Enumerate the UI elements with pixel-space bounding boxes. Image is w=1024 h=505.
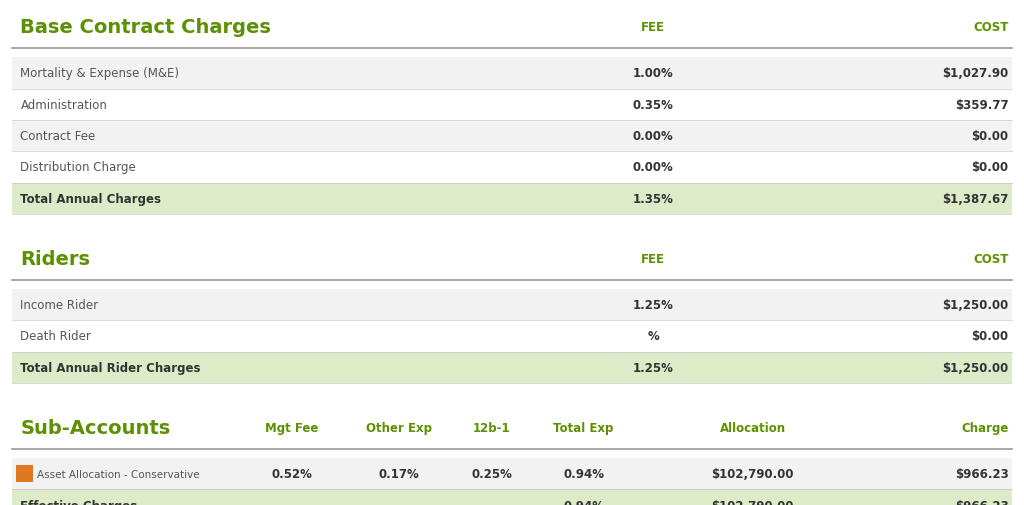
Text: Total Annual Rider Charges: Total Annual Rider Charges [20,361,201,374]
Bar [12,8,1012,49]
Text: Asset Allocation - Conservative: Asset Allocation - Conservative [37,469,200,479]
Bar [12,489,1012,505]
Text: $359.77: $359.77 [955,98,1009,112]
Text: FEE: FEE [641,21,666,34]
Bar [12,121,1012,152]
Text: 0.94%: 0.94% [563,467,604,480]
Text: Sub-Accounts: Sub-Accounts [20,418,171,437]
Text: $1,250.00: $1,250.00 [942,298,1009,312]
Text: Death Rider: Death Rider [20,330,91,343]
Text: 0.00%: 0.00% [633,130,674,143]
Text: 0.35%: 0.35% [633,98,674,112]
Text: 1.25%: 1.25% [633,298,674,312]
Text: 1.00%: 1.00% [633,67,674,80]
Bar [12,408,1012,449]
Text: FEE: FEE [641,252,666,265]
Text: %: % [647,330,659,343]
Text: $102,790.00: $102,790.00 [712,498,794,505]
Bar [12,239,1012,280]
Text: Administration: Administration [20,98,108,112]
Text: 0.00%: 0.00% [633,161,674,174]
Text: 0.25%: 0.25% [471,467,512,480]
Text: 0.17%: 0.17% [379,467,420,480]
Text: 0.52%: 0.52% [271,467,312,480]
Text: Charge: Charge [962,421,1009,434]
Bar [12,321,1012,352]
Text: $1,387.67: $1,387.67 [942,192,1009,206]
Bar [12,183,1012,215]
Text: 1.35%: 1.35% [633,192,674,206]
Bar [12,280,1012,289]
Text: Allocation: Allocation [720,421,785,434]
Text: Income Rider: Income Rider [20,298,98,312]
Text: Base Contract Charges: Base Contract Charges [20,18,271,37]
Text: Distribution Charge: Distribution Charge [20,161,136,174]
Bar [16,465,33,482]
Bar [12,58,1012,89]
Text: 0.94%: 0.94% [563,498,604,505]
Text: $966.23: $966.23 [955,498,1009,505]
Text: Effective Charges: Effective Charges [20,498,138,505]
Text: $966.23: $966.23 [955,467,1009,480]
Text: $0.00: $0.00 [972,161,1009,174]
Text: COST: COST [973,21,1009,34]
Text: $0.00: $0.00 [972,130,1009,143]
Bar [12,89,1012,121]
Text: $0.00: $0.00 [972,330,1009,343]
Text: Mgt Fee: Mgt Fee [265,421,318,434]
Bar [12,49,1012,58]
Text: Contract Fee: Contract Fee [20,130,95,143]
Bar [12,352,1012,383]
Bar [12,152,1012,183]
Text: Total Annual Charges: Total Annual Charges [20,192,162,206]
Text: COST: COST [973,252,1009,265]
Text: $102,790.00: $102,790.00 [712,467,794,480]
Text: Total Exp: Total Exp [554,421,613,434]
Text: Riders: Riders [20,249,90,268]
Text: $1,027.90: $1,027.90 [942,67,1009,80]
Text: 1.25%: 1.25% [633,361,674,374]
Bar [12,458,1012,489]
Text: Other Exp: Other Exp [367,421,432,434]
Text: 12b-1: 12b-1 [473,421,510,434]
Bar [12,289,1012,321]
Text: $1,250.00: $1,250.00 [942,361,1009,374]
Text: Mortality & Expense (M&E): Mortality & Expense (M&E) [20,67,179,80]
Bar [12,449,1012,458]
